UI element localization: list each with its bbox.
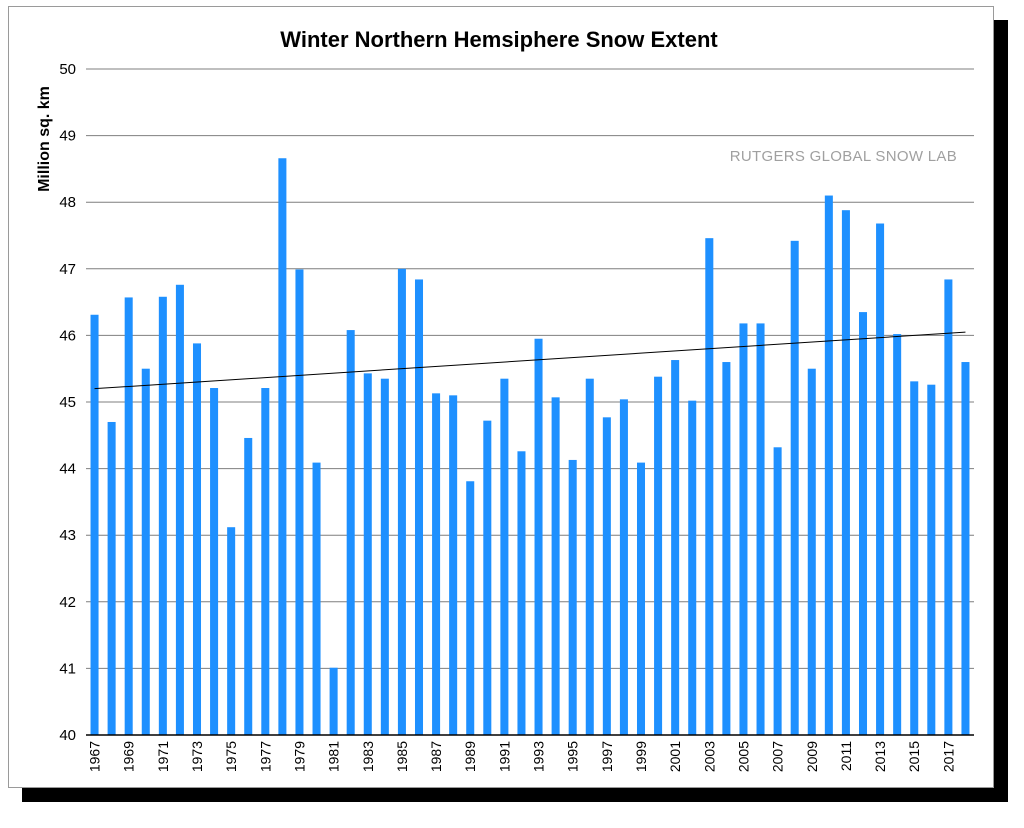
y-tick-label: 43	[59, 527, 76, 544]
x-tick-label: 2015	[906, 741, 922, 772]
x-tick-label: 1971	[155, 741, 171, 772]
x-tick-label: 1967	[87, 741, 103, 772]
y-tick-label: 50	[59, 61, 76, 78]
x-tick-label: 2003	[701, 741, 717, 772]
bar-1980	[312, 462, 321, 735]
bar-2013	[876, 223, 885, 735]
bars	[90, 158, 970, 736]
x-tick-label: 1983	[360, 741, 376, 772]
bar-1987	[432, 393, 441, 735]
bar-1997	[602, 417, 611, 735]
bar-1975	[227, 527, 236, 735]
bar-1982	[346, 330, 355, 735]
bar-1967	[90, 314, 99, 735]
x-tick-label: 1987	[428, 741, 444, 772]
x-tick-label: 1999	[633, 741, 649, 772]
bar-2002	[688, 400, 697, 735]
bar-2016	[927, 384, 936, 735]
bar-1978	[278, 158, 287, 735]
bar-1984	[380, 378, 389, 735]
x-tick-label: 1979	[291, 741, 307, 772]
x-tick-label: 1981	[326, 741, 342, 772]
snow-extent-chart: Winter Northern Hemsiphere Snow Extent R…	[36, 27, 974, 772]
x-tick-label: 2013	[872, 741, 888, 772]
bar-1979	[295, 269, 304, 735]
x-tick-label: 1997	[599, 741, 615, 772]
x-tick-label: 1985	[394, 741, 410, 772]
bar-1973	[192, 343, 202, 735]
bar-2009	[807, 368, 816, 735]
bar-1993	[534, 338, 543, 735]
bar-1999	[636, 462, 646, 735]
bar-1986	[414, 279, 424, 735]
bar-2011	[841, 210, 850, 735]
bar-1988	[449, 395, 458, 735]
bar-2003	[705, 238, 714, 735]
x-tick-label: 1977	[257, 741, 273, 772]
bar-2015	[910, 381, 919, 735]
y-tick-label: 45	[59, 394, 76, 411]
x-tick-label: 1989	[462, 741, 478, 772]
bar-1970	[141, 368, 150, 735]
bar-2001	[671, 360, 680, 735]
bar-1976	[244, 437, 253, 735]
trend-line	[94, 331, 966, 390]
y-axis-title: Million sq. km	[36, 86, 53, 192]
bar-1994	[551, 397, 560, 735]
bar-2006	[756, 323, 765, 735]
x-tick-label: 1975	[223, 741, 239, 772]
bar-2012	[858, 312, 868, 735]
bar-1991	[500, 378, 509, 735]
bar-1983	[363, 373, 372, 735]
bar-2017	[944, 279, 953, 735]
bar-1974	[210, 388, 219, 735]
bar-2007	[773, 447, 782, 735]
x-tick-label: 2017	[940, 741, 956, 772]
bar-1969	[124, 297, 133, 735]
bar-2010	[824, 195, 833, 736]
bar-1972	[175, 284, 184, 735]
x-tick-label: 1993	[531, 741, 547, 772]
bar-1977	[261, 388, 270, 735]
bar-1968	[107, 421, 116, 735]
bar-2005	[739, 323, 748, 735]
x-tick-label: 2011	[838, 741, 854, 771]
x-tick-label: 1973	[189, 741, 205, 772]
y-tick-label: 42	[59, 594, 76, 611]
y-tick-label: 44	[59, 461, 76, 478]
watermark-label: RUTGERS GLOBAL SNOW LAB	[730, 148, 957, 165]
bar-1981	[329, 667, 338, 735]
bar-1992	[517, 451, 526, 735]
x-tick-label: 2001	[667, 741, 683, 772]
x-tick-label: 1995	[565, 741, 581, 772]
chart-title: Winter Northern Hemsiphere Snow Extent	[280, 27, 718, 52]
y-tick-label: 41	[59, 660, 76, 677]
y-tick-label: 49	[59, 128, 76, 145]
bar-2004	[722, 362, 731, 735]
bar-1989	[466, 481, 475, 735]
bar-2000	[654, 376, 663, 735]
bar-1990	[483, 420, 492, 735]
bar-2008	[790, 240, 799, 735]
bar-1998	[619, 399, 628, 735]
bar-1995	[568, 459, 577, 735]
chart-frame: Winter Northern Hemsiphere Snow Extent R…	[8, 6, 994, 788]
bar-1985	[397, 268, 406, 735]
bar-1996	[585, 378, 594, 735]
gridlines	[86, 68, 974, 736]
x-tick-label: 1991	[496, 741, 512, 772]
bar-2014	[893, 334, 902, 735]
x-tick-labels: 1967 1969 1971 1973 1975 1977 1979 1981 1983 1985…	[87, 741, 957, 772]
x-tick-label: 1969	[121, 741, 137, 772]
y-tick-label: 48	[59, 194, 76, 211]
x-tick-label: 2005	[735, 741, 751, 772]
y-tick-label: 40	[59, 727, 76, 744]
bar-1971	[158, 296, 167, 735]
bar-2018	[961, 362, 970, 735]
x-tick-label: 2009	[804, 741, 820, 772]
x-tick-label: 2007	[770, 741, 786, 772]
y-tick-label: 46	[59, 327, 76, 344]
y-tick-labels: 40 41 42 43 44 45 46 47 48 49 50	[59, 61, 76, 744]
y-tick-label: 47	[59, 261, 76, 278]
